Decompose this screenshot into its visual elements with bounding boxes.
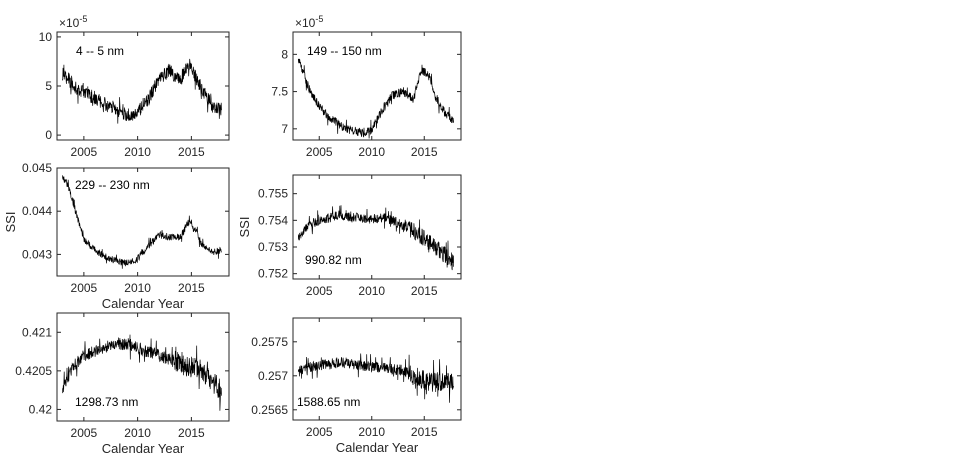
y-tick-label: 0	[45, 128, 52, 142]
plot-area	[292, 174, 462, 280]
y-tick-label: 7	[281, 122, 288, 136]
exponent-label: ×10-5	[59, 14, 87, 30]
y-axis-label: SSI	[3, 212, 18, 233]
series-annotation: 1298.73 nm	[75, 395, 138, 409]
series-annotation: 1588.65 nm	[297, 395, 360, 409]
x-axis-label: Calendar Year	[102, 296, 185, 311]
x-tick-label: 2015	[178, 145, 205, 159]
x-tick-label: 2015	[411, 145, 438, 159]
exponent-label: ×10-5	[295, 14, 323, 30]
y-tick-label: 0.045	[22, 161, 52, 175]
x-tick-label: 2005	[306, 284, 333, 298]
y-tick-label: 0.257	[258, 369, 288, 383]
x-tick-label: 2005	[71, 145, 98, 159]
y-tick-label: 0.753	[258, 240, 288, 254]
x-tick-label: 2010	[358, 425, 385, 439]
y-tick-label: 0.752	[258, 267, 288, 281]
series-line	[62, 58, 222, 124]
y-tick-label: 0.2575	[251, 335, 288, 349]
y-tick-label: 8	[281, 47, 288, 61]
y-tick-label: 0.4205	[15, 364, 52, 378]
x-axis-label: Calendar Year	[336, 440, 419, 455]
y-tick-label: 0.42	[29, 402, 53, 416]
plot-area	[56, 167, 230, 277]
x-tick-label: 2005	[306, 425, 333, 439]
x-tick-label: 2010	[124, 145, 151, 159]
y-axis-label: SSI	[237, 217, 252, 238]
x-tick-label: 2015	[178, 426, 205, 440]
series-line	[297, 353, 454, 403]
y-tick-label: 0.2565	[251, 403, 288, 417]
x-tick-label: 2005	[71, 426, 98, 440]
x-tick-label: 2010	[124, 426, 151, 440]
x-tick-label: 2015	[411, 284, 438, 298]
series-line	[62, 175, 222, 269]
y-tick-label: 7.5	[271, 85, 288, 99]
y-tick-label: 10	[39, 30, 53, 44]
y-tick-label: 0.043	[22, 247, 52, 261]
x-tick-label: 2015	[411, 425, 438, 439]
x-tick-label: 2010	[358, 145, 385, 159]
series-line	[62, 334, 222, 411]
x-tick-label: 2010	[358, 284, 385, 298]
x-tick-label: 2005	[71, 281, 98, 295]
series-line	[297, 58, 454, 139]
series-annotation: 149 -- 150 nm	[307, 44, 382, 58]
y-tick-label: 0.421	[22, 325, 52, 339]
y-tick-label: 0.755	[258, 187, 288, 201]
series-annotation: 229 -- 230 nm	[75, 178, 150, 192]
x-axis-label: Calendar Year	[102, 441, 185, 456]
x-tick-label: 2005	[306, 145, 333, 159]
y-tick-label: 5	[45, 79, 52, 93]
y-tick-label: 0.754	[258, 213, 288, 227]
series-line	[297, 205, 454, 271]
series-annotation: 990.82 nm	[305, 253, 362, 267]
y-tick-label: 0.044	[22, 204, 52, 218]
x-tick-label: 2015	[178, 281, 205, 295]
series-annotation: 4 -- 5 nm	[76, 44, 124, 58]
x-tick-label: 2010	[124, 281, 151, 295]
